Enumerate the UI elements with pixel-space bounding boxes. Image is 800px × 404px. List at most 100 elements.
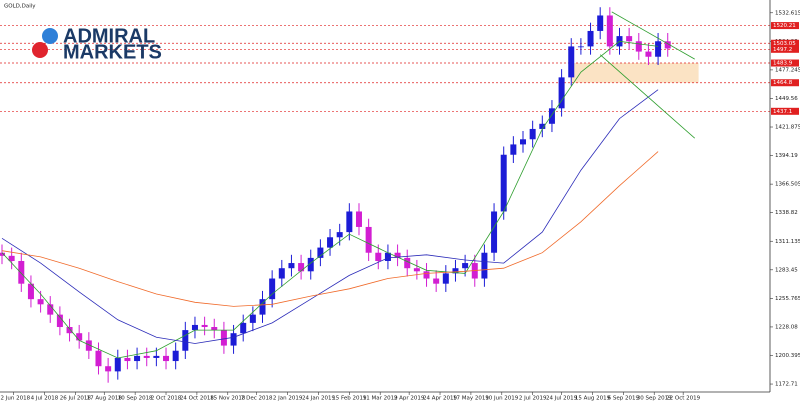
candle-body [606,15,613,47]
candle-body [278,268,285,279]
x-tick-label: 15 Feb 2019 [332,396,367,402]
candle-body [317,247,324,258]
y-tick-label: 1338.82 [775,210,798,216]
x-tick-label: 17 Aug 2018 [87,396,123,402]
candle-body [307,257,314,272]
x-tick-label: 7 Dec 2018 [241,396,273,402]
candle-body [442,273,449,284]
x-tick-label: 22 Oct 2019 [666,396,701,402]
candle-body [346,211,353,233]
level-label: 1464.8 [773,80,793,86]
level-label: 1520.21 [773,23,796,29]
x-tick-label: 2 Oct 2018 [151,396,182,402]
candle-body [27,283,34,300]
x-tick-label: 15 Nov 2018 [210,396,246,402]
y-tick-label: 1311.135 [775,239,800,245]
candle-body [153,355,160,358]
candle-body [76,333,83,341]
candle-body [510,144,517,155]
trendline [611,11,695,60]
candle-body [211,327,218,331]
level-label-box [771,107,799,115]
candle-body [491,211,498,253]
logo-text: ADMIRAL [63,25,155,47]
candle-body [336,232,343,238]
x-tick-label: 11 Mar 2019 [363,396,398,402]
candle-body [0,252,5,256]
x-tick-label: 24 Jul 2019 [546,396,578,402]
candle-body [500,154,507,212]
plot-area [0,7,770,383]
candle-body [413,268,420,272]
candle-body [288,263,295,269]
logo-text: MARKETS [63,41,162,63]
candle-body [664,41,671,49]
level-label: 1497.2 [773,47,792,53]
candle-body [143,355,150,358]
candle-body [172,350,179,362]
x-tick-label: 24 Apr 2019 [423,396,458,402]
candle-body [85,340,92,351]
candle-body [635,41,642,52]
candle-body [548,108,555,124]
candle-body [8,255,15,261]
candle-body [520,139,527,145]
y-tick-label: 1366.505 [775,182,800,188]
candle-body [47,304,54,315]
y-tick-label: 1255.765 [775,296,800,302]
x-tick-label: 24 Oct 2018 [180,396,215,402]
candle-body [587,30,594,47]
candle-body [182,330,189,351]
candle-body [568,46,575,78]
x-tick-label: 2 Jul 2019 [519,396,547,402]
candle-body [529,128,536,140]
chart-title: GOLD,Daily [4,4,36,10]
x-tick-label: 30 Sep 2019 [637,396,672,402]
x-tick-label: 2 Apr 2019 [394,396,425,402]
candle-body [375,252,382,261]
x-tick-label: 24 Jan 2019 [302,396,335,402]
candle-body [240,322,247,334]
candle-body [259,299,266,315]
y-tick-label: 1283.45 [775,267,798,273]
y-tick-label: 1477.245 [775,67,800,73]
candle-body [365,226,372,253]
y-tick-label: 1449.56 [775,96,798,102]
logo-dot [32,42,48,58]
moving-average [1,40,659,359]
trendline [599,54,696,139]
y-tick-label: 1394.19 [775,153,798,159]
x-tick-label: 6 Sep 2019 [608,396,640,402]
candle-body [645,51,652,57]
candle-body [18,260,25,284]
x-tick-label: 10 Jun 2019 [485,396,519,402]
level-label-box [771,79,799,87]
zone [571,63,699,83]
candle-body [249,314,256,323]
candle-body [37,299,44,305]
candle-body [191,324,198,331]
candle-body [56,314,63,328]
x-tick-label: 4 Jul 2018 [31,396,59,402]
x-tick-label: 12 Jun 2018 [0,396,31,402]
candle-body [163,355,170,362]
candle-body [384,252,391,261]
candle-body [355,211,362,227]
candle-body [597,15,604,31]
candle-body [558,77,565,109]
candle-body [577,46,584,48]
candle-body [452,268,459,274]
level-label: 1437.1 [773,109,792,115]
level-label: 1483.9 [773,61,793,67]
candle-body [298,263,305,272]
candle-body [394,252,401,258]
candle-body [220,330,227,346]
candle-body [269,278,276,300]
candle-body [230,333,237,346]
x-tick-label: 17 May 2019 [453,396,489,402]
candle-body [433,278,440,284]
level-label-box [771,39,799,47]
y-tick-label: 1421.875 [775,125,800,131]
y-tick-label: 1228.08 [775,324,798,330]
